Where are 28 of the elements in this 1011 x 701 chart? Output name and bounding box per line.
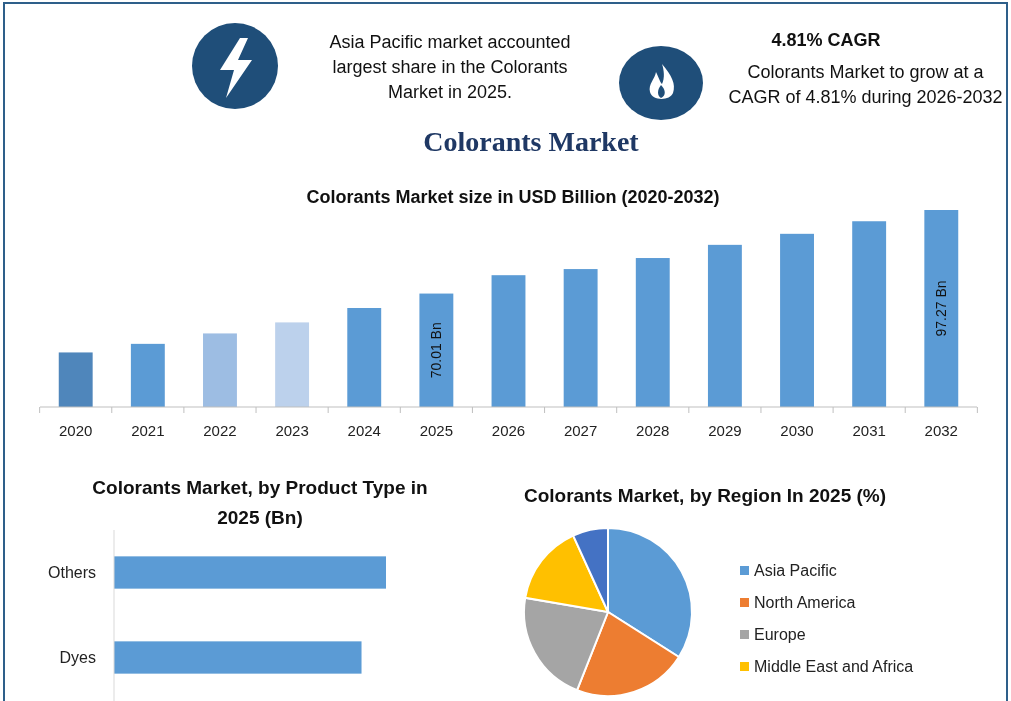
text: 4.81% CAGR: [771, 30, 881, 50]
x-tick-label: 2025: [419, 422, 454, 439]
x-tick-label: 2029: [708, 422, 742, 439]
chart-title: Colorants Market, by Region In 2025 (%): [523, 485, 887, 506]
x-tick-label: 2030: [780, 422, 814, 439]
x-tick-label: 2027: [563, 422, 598, 439]
x-tick-label: 2028: [636, 422, 670, 439]
text: Colorants Market to grow at a CAGR of 4.81% during 2026-2032: [728, 61, 1003, 109]
data-label: 97.27 Bn: [933, 280, 950, 337]
text: Asia Pacific market accounted largest share in the Colorants Market in 2025.: [328, 31, 572, 104]
legend-label: Asia Pacific: [754, 562, 837, 579]
data-label: 70.01 Bn: [428, 322, 445, 379]
chart-title: Colorants Market size in USD Billion (2020-2032): [306, 187, 720, 207]
x-tick-label: 2024: [347, 422, 381, 439]
legend-label: North America: [754, 594, 856, 611]
x-tick-label: 2032: [924, 422, 958, 439]
legend-label: Europe: [754, 626, 806, 643]
y-tick-label: Dyes: [59, 648, 96, 666]
x-tick-label: 2023: [275, 422, 309, 439]
x-tick-label: 2021: [131, 422, 165, 439]
x-tick-label: 2031: [852, 422, 886, 439]
legend-label: Middle East and Africa: [754, 658, 914, 675]
x-tick-label: 2026: [491, 422, 526, 439]
y-tick-label: Others: [47, 563, 96, 581]
chart-title: Colorants Market, by Product Type in 2025 (Bn): [92, 477, 428, 528]
x-tick-label: 2022: [203, 422, 237, 439]
text: Colorants Market: [423, 126, 640, 157]
x-tick-label: 2020: [59, 422, 93, 439]
